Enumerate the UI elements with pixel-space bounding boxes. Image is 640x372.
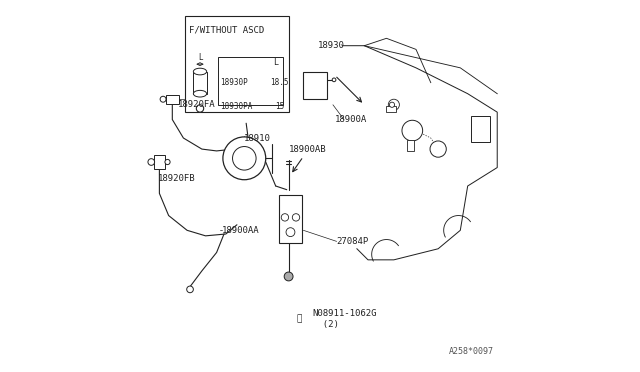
Text: 18910: 18910 [244, 134, 271, 142]
Bar [154, 155, 165, 169]
Text: 27084P: 27084P [337, 237, 369, 246]
Circle shape [388, 99, 399, 110]
Ellipse shape [193, 90, 207, 97]
Text: F/WITHOUT ASCD: F/WITHOUT ASCD [189, 25, 264, 34]
Bar [218, 57, 283, 105]
Text: N08911-1062G
  (2): N08911-1062G (2) [312, 309, 376, 328]
Text: 15: 15 [275, 102, 284, 111]
Circle shape [332, 78, 336, 82]
Circle shape [284, 272, 293, 281]
Bar [472, 116, 490, 142]
Bar [193, 71, 207, 94]
Bar [185, 16, 289, 112]
Circle shape [389, 102, 395, 108]
Text: L: L [198, 54, 203, 62]
Circle shape [160, 96, 166, 102]
Ellipse shape [193, 68, 207, 75]
Circle shape [232, 147, 256, 170]
Text: 18930P: 18930P [220, 78, 248, 87]
Text: 18920FA: 18920FA [178, 100, 216, 109]
Text: 18900A: 18900A [335, 115, 367, 124]
Text: 18920FB: 18920FB [158, 174, 196, 183]
Text: L: L [273, 58, 278, 67]
Text: 18.5: 18.5 [270, 78, 289, 87]
Circle shape [223, 137, 266, 180]
Text: 18930PA: 18930PA [220, 102, 253, 111]
Circle shape [430, 141, 446, 157]
Circle shape [286, 228, 295, 237]
Text: 18900AA: 18900AA [222, 226, 260, 235]
Text: 18900AB: 18900AB [289, 145, 326, 154]
Bar [280, 195, 301, 243]
Circle shape [196, 105, 204, 112]
Circle shape [148, 159, 155, 165]
Text: 18930: 18930 [318, 41, 345, 50]
Bar [303, 71, 328, 99]
Text: A258*0097: A258*0097 [449, 347, 493, 356]
Circle shape [281, 214, 289, 221]
Circle shape [292, 214, 300, 221]
Circle shape [165, 160, 170, 164]
Text: Ⓝ: Ⓝ [296, 314, 301, 323]
Bar [407, 140, 414, 151]
Bar [166, 95, 179, 104]
Bar [387, 106, 396, 112]
Circle shape [402, 120, 422, 141]
Circle shape [187, 286, 193, 293]
